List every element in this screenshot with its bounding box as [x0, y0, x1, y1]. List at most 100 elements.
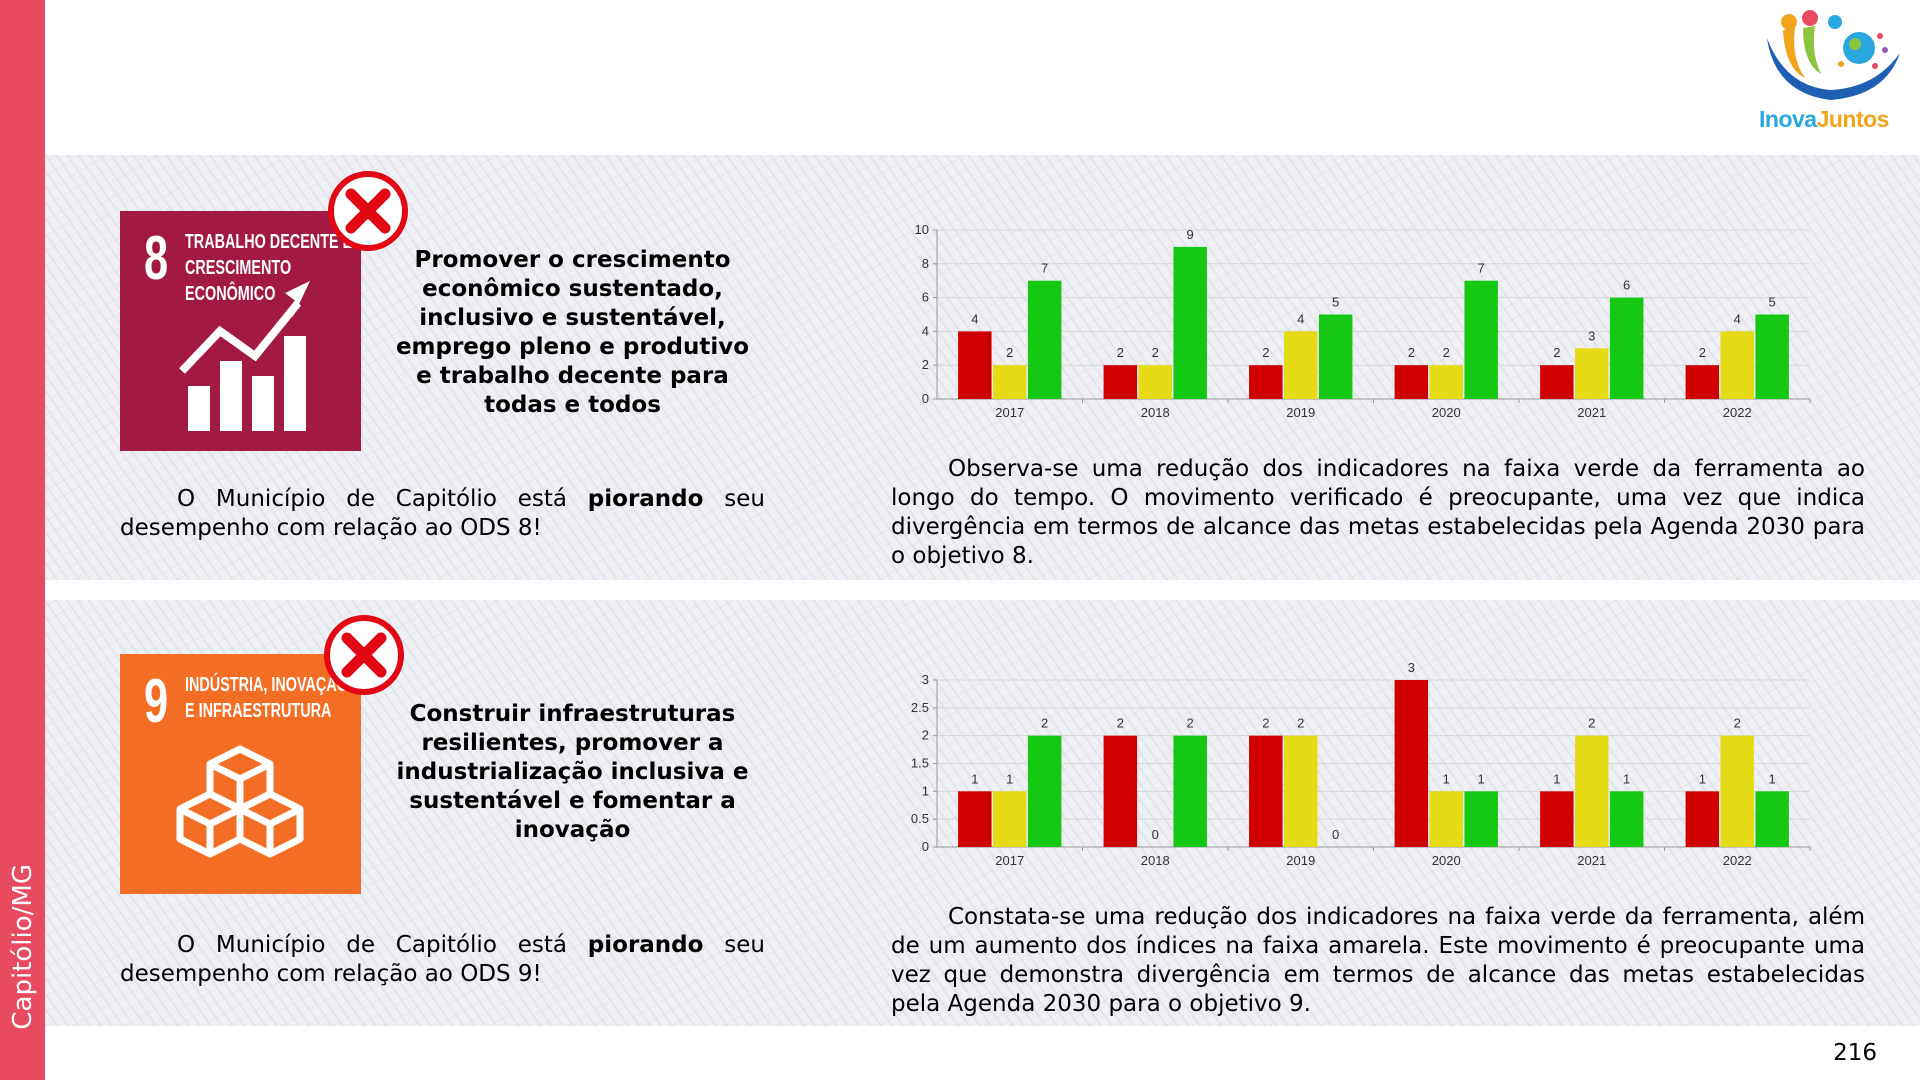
- x-tick-label: 2018: [1141, 405, 1170, 420]
- y-tick-label: 10: [915, 222, 929, 237]
- data-label: 1: [1699, 771, 1706, 786]
- y-tick-label: 2: [922, 357, 929, 372]
- data-label: 4: [1734, 311, 1741, 326]
- data-label: 1: [1006, 771, 1013, 786]
- goal-name-line: TRABALHO DECENTE E: [185, 231, 353, 253]
- page-number: 216: [1833, 1040, 1877, 1066]
- x-tick-label: 2018: [1141, 853, 1170, 868]
- x-tick-label: 2019: [1286, 853, 1315, 868]
- bar: [993, 791, 1027, 847]
- data-label: 2: [1262, 716, 1269, 731]
- y-tick-label: 3: [922, 672, 929, 687]
- data-label: 2: [1041, 716, 1048, 731]
- bar: [1755, 314, 1789, 399]
- status-before: O Município de Capitólio está: [177, 486, 567, 512]
- data-label: 1: [1443, 771, 1450, 786]
- bar: [1540, 791, 1574, 847]
- goal-name: INDÚSTRIA, INOVAÇÃO E INFRAESTRUTURA: [185, 672, 348, 724]
- bar: [1755, 791, 1789, 847]
- logo: InovaJuntos: [1755, 8, 1905, 138]
- status-after: seu desempenho com relação ao ODS 9!: [120, 932, 765, 987]
- bar: [1027, 280, 1062, 399]
- data-label: 2: [1553, 345, 1560, 360]
- status-after: seu desempenho com relação ao ODS 8!: [120, 486, 765, 541]
- goal-name-line: CRESCIMENTO: [185, 257, 292, 279]
- bar: [958, 791, 992, 847]
- status-bold: piorando: [587, 486, 704, 512]
- bar: [1720, 331, 1754, 399]
- data-label: 2: [1297, 716, 1304, 731]
- y-tick-label: 0: [922, 839, 929, 854]
- bar: [1394, 680, 1429, 847]
- bar: [993, 365, 1027, 399]
- bar: [1429, 791, 1463, 847]
- bar: [1609, 791, 1644, 847]
- goal-text: Construir infraestruturas resilientes, p…: [396, 701, 749, 843]
- bar: [1138, 365, 1172, 399]
- status-before: O Município de Capitólio está: [177, 932, 567, 958]
- data-label: 0: [1332, 827, 1339, 842]
- bar: [1249, 365, 1283, 399]
- status-text: O Município de Capitólio está piorando s…: [120, 931, 765, 989]
- status-icon: [328, 171, 408, 251]
- goal-icon: 9 INDÚSTRIA, INOVAÇÃO E INFRAESTRUTURA: [120, 654, 361, 894]
- y-tick-label: 2.5: [911, 700, 929, 715]
- data-label: 2: [1006, 345, 1013, 360]
- bar: [1318, 314, 1353, 399]
- x-tick-label: 2021: [1577, 405, 1606, 420]
- data-label: 7: [1041, 261, 1048, 276]
- y-tick-label: 0.5: [911, 811, 929, 826]
- data-label: 7: [1478, 261, 1485, 276]
- data-label: 2: [1152, 345, 1159, 360]
- sidebar-label: Capitólio/MG: [8, 864, 38, 1030]
- bar: [1284, 735, 1318, 847]
- data-label: 4: [1297, 311, 1304, 326]
- bar: [1173, 735, 1207, 847]
- y-tick-label: 6: [922, 290, 929, 305]
- bar: [1027, 735, 1062, 847]
- bar: [1249, 735, 1283, 847]
- status-text: O Município de Capitólio está piorando s…: [120, 485, 765, 543]
- bar: [1173, 246, 1207, 399]
- bar: [1464, 791, 1498, 847]
- data-label: 2: [1117, 716, 1124, 731]
- data-label: 2: [1443, 345, 1450, 360]
- bar: [1575, 735, 1609, 847]
- data-label: 2: [1734, 716, 1741, 731]
- bar: [1103, 365, 1138, 399]
- data-label: 2: [1699, 345, 1706, 360]
- goal-name-line: E INFRAESTRUTURA: [185, 700, 332, 722]
- data-label: 2: [1117, 345, 1124, 360]
- data-label: 9: [1187, 227, 1194, 242]
- data-label: 1: [1478, 771, 1485, 786]
- bar: [1429, 365, 1463, 399]
- goal-text: Promover o crescimento econômico sustent…: [395, 247, 750, 418]
- logo-text: InovaJuntos: [1759, 106, 1889, 133]
- chart: 0 2 4 6 8 10 2017 4 2 7 2018 2 2 9 2019 2 4 5 2020 2 2 7 2021 2…: [915, 222, 1811, 420]
- x-tick-label: 2021: [1577, 853, 1606, 868]
- data-label: 2: [1262, 345, 1269, 360]
- data-label: 3: [1588, 328, 1595, 343]
- data-label: 4: [971, 311, 978, 326]
- sidebar: Capitólio/MG: [0, 0, 45, 1080]
- data-label: 1: [1623, 771, 1630, 786]
- bar: [1394, 365, 1429, 399]
- x-tick-label: 2017: [995, 853, 1024, 868]
- y-tick-label: 4: [922, 323, 929, 338]
- bar: [1540, 365, 1574, 399]
- data-label: 3: [1408, 660, 1415, 675]
- goal-name: TRABALHO DECENTE E CRESCIMENTO ECONÔMICO: [185, 229, 352, 307]
- goal-name-line: ECONÔMICO: [185, 283, 276, 305]
- logo-second: Juntos: [1816, 106, 1890, 132]
- x-tick-label: 2020: [1432, 853, 1461, 868]
- x-tick-label: 2017: [995, 405, 1024, 420]
- data-label: 2: [1187, 716, 1194, 731]
- x-tick-label: 2019: [1286, 405, 1315, 420]
- data-label: 0: [1152, 827, 1159, 842]
- status-bold: piorando: [587, 932, 704, 958]
- goal-pictogram: [176, 745, 304, 858]
- bar: [1464, 280, 1498, 399]
- x-tick-label: 2020: [1432, 405, 1461, 420]
- data-label: 2: [1408, 345, 1415, 360]
- logo-graphic: [1767, 10, 1900, 100]
